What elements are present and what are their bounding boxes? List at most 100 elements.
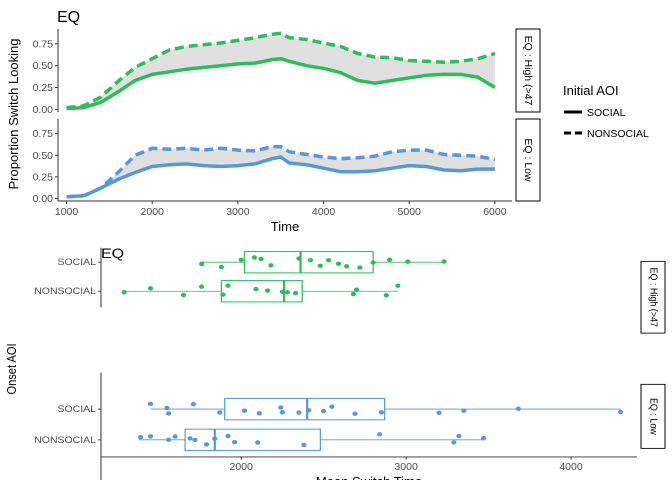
top-x-axis-label: Time xyxy=(271,219,299,234)
point-0-social-9 xyxy=(326,258,332,263)
point-0-social-7 xyxy=(307,257,314,263)
top-strip-label-0: EQ : High (>47 xyxy=(522,36,534,106)
point-0-social-10 xyxy=(335,261,342,266)
top-y-tick-label-0-1: 0.25 xyxy=(33,82,54,94)
top-facet-1 xyxy=(66,144,496,199)
point-0-social-15 xyxy=(405,259,411,264)
point-0-nonsocial-5 xyxy=(225,283,231,288)
point-0-social-1 xyxy=(218,264,224,270)
top-y-tick-label-0-3: 0.75 xyxy=(33,38,54,50)
point-1-nonsocial-6 xyxy=(204,442,210,447)
point-0-nonsocial-10 xyxy=(293,290,299,296)
point-1-nonsocial-12 xyxy=(377,432,383,437)
point-1-social-2 xyxy=(166,411,172,416)
point-1-social-4 xyxy=(217,410,223,415)
point-1-nonsocial-13 xyxy=(451,440,457,445)
point-1-social-5 xyxy=(241,408,248,413)
point-0-nonsocial-4 xyxy=(220,292,226,297)
top-series-0-nonsocial xyxy=(66,31,496,110)
point-0-social-6 xyxy=(296,256,302,261)
point-1-social-18 xyxy=(617,409,624,415)
point-1-social-1 xyxy=(164,405,170,411)
bottom-y-tick-label-0-nonsocial: NONSOCIAL xyxy=(34,287,96,297)
point-0-nonsocial-3 xyxy=(199,284,205,289)
point-1-nonsocial-2 xyxy=(166,437,172,443)
legend-label-social: SOCIAL xyxy=(587,107,626,119)
bottom-y-axis-label: Onset AOI xyxy=(4,343,19,394)
point-0-nonsocial-14 xyxy=(395,283,401,288)
point-1-nonsocial-1 xyxy=(147,434,154,439)
top-series-1-social xyxy=(66,155,495,199)
top-x-tick-label-0: 1000 xyxy=(55,206,79,218)
top-y-axis-label: Proportion Switch Looking xyxy=(6,38,21,189)
box-1-nonsocial xyxy=(184,428,321,452)
top-x-tick-label-1: 2000 xyxy=(141,206,165,218)
point-1-nonsocial-8 xyxy=(225,433,231,439)
top-y-tick-label-1-2: 0.50 xyxy=(33,150,54,162)
point-1-social-6 xyxy=(256,411,262,416)
point-0-social-3 xyxy=(251,255,257,260)
top-x-tick-label-2: 3000 xyxy=(226,206,250,218)
top-y-tick-label-1-1: 0.25 xyxy=(33,171,54,183)
bottom-strip-label-0: EQ : High (>47 xyxy=(647,267,659,326)
bottom-y-tick-label-0-social: SOCIAL xyxy=(58,258,97,268)
bottom-x-tick-label-1: 3000 xyxy=(394,461,418,473)
point-1-social-13 xyxy=(352,411,358,416)
point-0-social-13 xyxy=(370,260,376,265)
top-y-tick-label-1-0: 0.00 xyxy=(33,193,54,205)
bottom-x-tick-label-2: 4000 xyxy=(559,461,583,473)
point-0-social-0 xyxy=(199,261,205,267)
bottom-facet-0 xyxy=(100,247,447,308)
point-0-social-12 xyxy=(357,265,363,270)
top-y-tick-label-1-3: 0.75 xyxy=(33,128,54,140)
top-series-0-social xyxy=(66,56,496,111)
top-strip-1 xyxy=(515,118,541,202)
top-x-tick-label-5: 6000 xyxy=(483,206,507,218)
bottom-chart-title: EQ xyxy=(101,247,124,262)
legend-title: Initial AOI xyxy=(563,83,619,98)
point-1-social-17 xyxy=(515,406,521,411)
point-0-social-8 xyxy=(317,263,323,269)
point-1-nonsocial-11 xyxy=(301,442,307,448)
bottom-chart: EQ SOCIAL NONSOCIAL EQ : High (>47 SOCIAL NON… xyxy=(4,247,666,480)
point-1-social-15 xyxy=(436,410,442,416)
bottom-facet-1 xyxy=(100,372,624,480)
top-strip-label-1: EQ : Low xyxy=(522,138,534,182)
point-0-social-2 xyxy=(238,257,244,263)
point-1-social-7 xyxy=(278,405,284,410)
point-1-social-9 xyxy=(296,410,302,415)
bottom-x-tick-label-0: 2000 xyxy=(230,461,254,473)
point-1-nonsocial-9 xyxy=(232,439,238,445)
box-0-nonsocial xyxy=(220,280,303,303)
bottom-strip-1 xyxy=(640,383,666,449)
box-1-social xyxy=(224,397,386,421)
point-0-nonsocial-7 xyxy=(265,288,271,293)
box-0-social xyxy=(243,251,374,274)
top-chart-title: EQ xyxy=(57,9,80,26)
bottom-x-axis-label: Mean Switch Time xyxy=(316,474,422,480)
point-0-nonsocial-11 xyxy=(350,291,356,297)
point-0-nonsocial-13 xyxy=(383,293,389,298)
point-0-nonsocial-2 xyxy=(180,292,187,298)
point-1-social-0 xyxy=(147,401,154,407)
point-1-nonsocial-4 xyxy=(187,436,193,441)
bottom-y-tick-label-1-social: SOCIAL xyxy=(58,405,97,415)
point-1-social-16 xyxy=(461,408,467,413)
bottom-strip-label-1: EQ : Low xyxy=(647,398,659,436)
point-0-nonsocial-8 xyxy=(279,289,285,294)
top-y-tick-label-0-0: 0.00 xyxy=(33,104,54,116)
legend-label-nonsocial: NONSOCIAL xyxy=(587,128,649,140)
top-ribbon-0 xyxy=(66,33,495,109)
point-1-nonsocial-10 xyxy=(255,440,261,445)
top-x-tick-label-3: 4000 xyxy=(312,206,336,218)
point-1-nonsocial-0 xyxy=(138,434,144,440)
point-0-nonsocial-0 xyxy=(121,290,127,295)
top-facet-0 xyxy=(66,31,496,111)
point-1-social-11 xyxy=(321,408,327,414)
top-y-tick-label-0-2: 0.50 xyxy=(33,60,54,72)
point-0-social-14 xyxy=(387,257,393,263)
point-0-social-4 xyxy=(258,256,264,262)
point-1-nonsocial-15 xyxy=(481,435,487,441)
point-0-social-11 xyxy=(344,264,350,269)
